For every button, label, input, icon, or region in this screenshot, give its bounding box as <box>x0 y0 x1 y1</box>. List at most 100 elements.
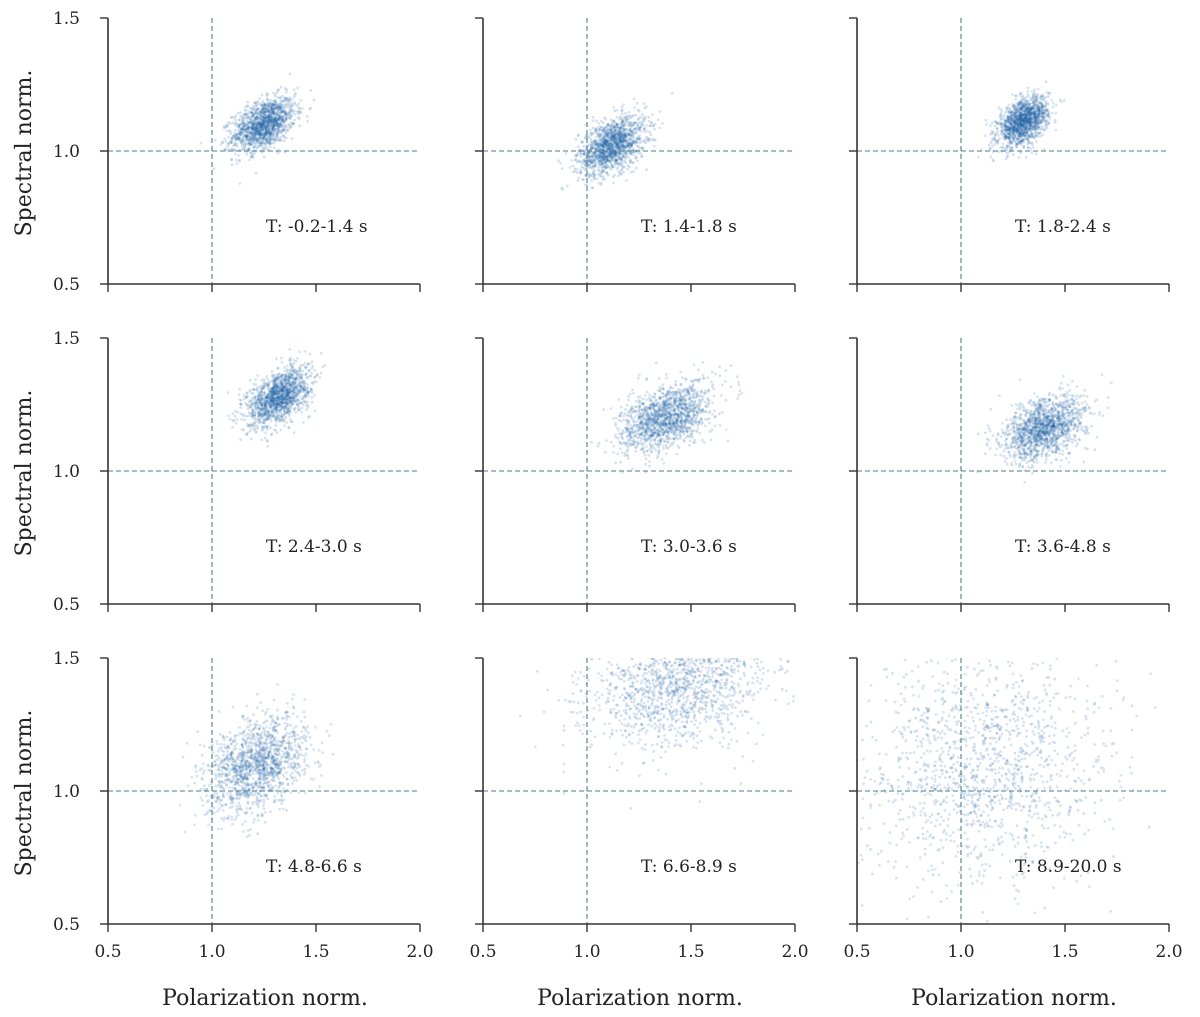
scatter-point <box>1013 119 1016 123</box>
scatter-point <box>252 107 256 111</box>
scatter-point <box>1034 117 1038 121</box>
scatter-point <box>1021 123 1024 126</box>
scatter-point <box>265 415 268 419</box>
scatter-point <box>1047 109 1050 113</box>
scatter-point <box>1011 127 1015 131</box>
scatter-point <box>237 125 240 129</box>
scatter-point <box>1023 101 1026 105</box>
scatter-point <box>277 88 280 92</box>
scatter-point <box>1020 118 1024 122</box>
scatter-point <box>257 141 260 145</box>
scatter-point <box>1044 120 1048 124</box>
scatter-point <box>1013 124 1017 128</box>
scatter-point <box>221 141 225 145</box>
scatter-point <box>612 132 616 135</box>
scatter-point <box>286 410 289 413</box>
scatter-point <box>1040 115 1043 118</box>
scatter-point <box>607 148 611 152</box>
scatter-point <box>623 137 627 141</box>
scatter-point <box>275 106 279 109</box>
scatter-point <box>607 147 610 151</box>
scatter-point <box>610 152 613 156</box>
scatter-point <box>621 144 624 148</box>
scatter-point <box>1037 108 1041 111</box>
scatter-point <box>278 105 282 109</box>
scatter-point <box>628 141 631 145</box>
scatter-point <box>247 121 250 125</box>
scatter-point <box>606 139 610 143</box>
scatter-point <box>293 113 297 116</box>
scatter-point <box>289 121 293 125</box>
scatter-point <box>259 114 263 118</box>
scatter-point <box>258 392 261 396</box>
scatter-point <box>259 407 262 410</box>
scatter-point <box>257 132 261 136</box>
scatter-point <box>241 118 245 121</box>
scatter-point <box>998 114 1002 117</box>
scatter-point <box>1042 98 1046 102</box>
scatter-point <box>260 118 264 121</box>
scatter-point <box>270 103 274 107</box>
scatter-point <box>283 391 287 395</box>
scatter-point <box>622 142 625 146</box>
scatter-point <box>1028 115 1032 119</box>
scatter-point <box>259 110 263 113</box>
panel-3: T: 1.8-2.4 s <box>849 17 1170 292</box>
scatter-point <box>222 126 226 130</box>
scatter-point <box>608 144 612 148</box>
scatter-point <box>622 128 626 131</box>
scatter-point <box>306 405 310 409</box>
scatter-point <box>1023 126 1027 130</box>
scatter-point <box>254 136 257 139</box>
scatter-point <box>1017 114 1021 117</box>
scatter-point <box>600 156 604 160</box>
scatter-point <box>621 121 625 124</box>
scatter-point <box>253 152 256 155</box>
scatter-point <box>599 153 602 157</box>
scatter-point <box>1024 116 1028 119</box>
scatter-point <box>254 109 257 112</box>
scatter-point <box>247 126 250 130</box>
scatter-point <box>273 104 277 108</box>
scatter-point <box>612 134 616 138</box>
scatter-point <box>275 120 279 124</box>
scatter-point <box>1019 139 1023 143</box>
scatter-point <box>615 147 619 150</box>
scatter-point <box>1011 132 1015 135</box>
scatter-point <box>1008 118 1012 121</box>
scatter-point <box>258 117 261 121</box>
scatter-point <box>249 151 253 155</box>
scatter-point <box>1042 115 1046 118</box>
scatter-point <box>1013 118 1017 121</box>
scatter-point <box>251 108 255 112</box>
scatter-point <box>1021 103 1024 106</box>
scatter-point <box>1030 122 1033 125</box>
scatter-point <box>252 132 256 136</box>
scatter-point <box>613 135 617 139</box>
scatter-point <box>231 136 234 140</box>
scatter-point <box>1005 144 1009 148</box>
scatter-point <box>639 115 642 119</box>
scatter-point <box>242 147 245 151</box>
scatter-point <box>212 167 216 171</box>
scatter-point <box>1023 134 1027 137</box>
scatter-point <box>1018 132 1021 136</box>
scatter-point <box>259 127 263 131</box>
scatter-point <box>1013 111 1017 114</box>
scatter-point <box>268 118 272 121</box>
scatter-point <box>1017 103 1021 106</box>
scatter-point <box>270 105 273 109</box>
scatter-point <box>298 350 301 354</box>
scatter-point <box>238 387 242 391</box>
scatter-point <box>1019 119 1023 122</box>
scatter-point <box>602 127 606 131</box>
scatter-point <box>244 111 248 115</box>
scatter-point <box>600 151 603 155</box>
scatter-point <box>1018 133 1022 137</box>
scatter-point <box>1031 103 1035 107</box>
scatter-point <box>265 116 269 120</box>
scatter-point <box>582 160 586 164</box>
scatter-point <box>1020 105 1024 109</box>
scatter-point <box>280 111 283 115</box>
scatter-point <box>614 152 618 156</box>
